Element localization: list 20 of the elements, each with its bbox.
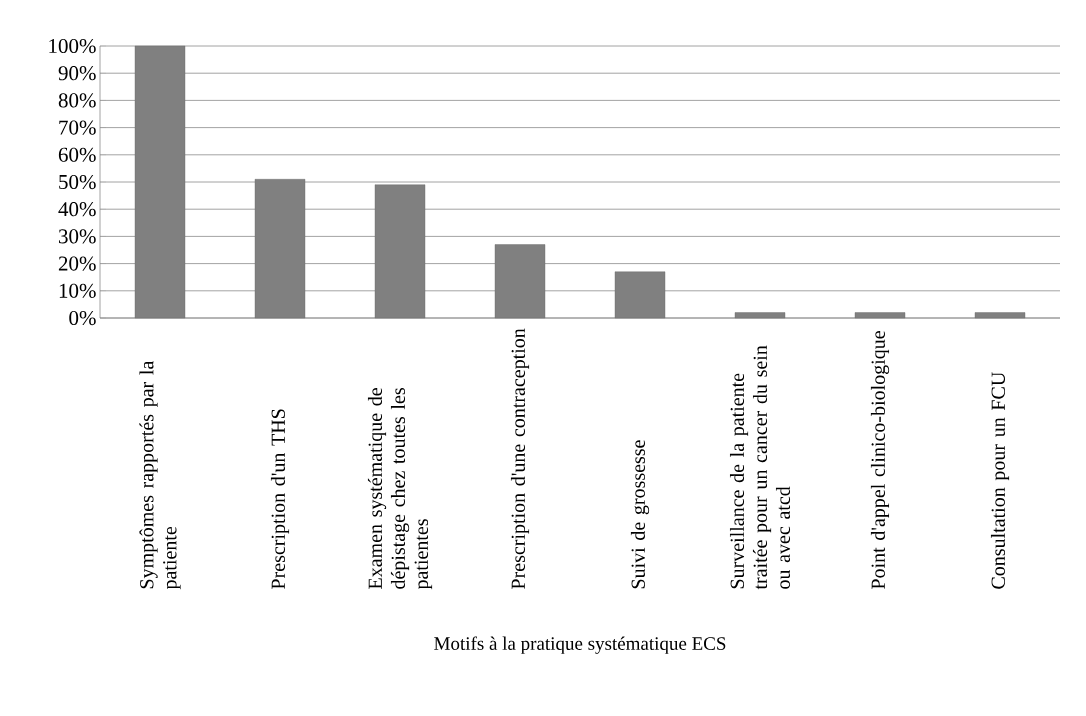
x-axis-title: Motifs à la pratique systématique ECS: [434, 636, 726, 654]
x-tick-label: Prescription d'un THS: [270, 409, 290, 589]
y-tick-label: 20%: [58, 256, 96, 271]
x-tick-label: Prescription d'une contraception: [510, 328, 530, 589]
y-tick-label: 30%: [58, 229, 96, 244]
x-tick-label: Symptômes rapportés par la patiente: [139, 360, 181, 590]
y-tick-label: 0%: [69, 310, 96, 326]
x-tick-label: Suivi de grossesse: [630, 440, 650, 589]
y-tick-label: 10%: [59, 283, 96, 298]
y-tick-label: 100%: [49, 38, 96, 54]
y-tick-label: 40%: [58, 202, 96, 217]
y-tick-label: 70%: [59, 120, 96, 135]
y-tick-label: 60%: [58, 147, 96, 162]
y-tick-label: 50%: [59, 174, 96, 190]
y-tick-label: 90%: [58, 66, 96, 81]
y-tick-label: 80%: [58, 93, 96, 108]
x-tick-label: Surveillance de la patiente traitée pour un cancer du sein ou avec atcd: [729, 345, 791, 590]
x-tick-label: Consultation pour un FCU: [990, 372, 1010, 589]
x-tick-label: Examen systématique de dépistage chez toutes les patientes: [367, 388, 433, 590]
x-tick-label: Point d'appel clinico-biologique: [870, 331, 890, 589]
